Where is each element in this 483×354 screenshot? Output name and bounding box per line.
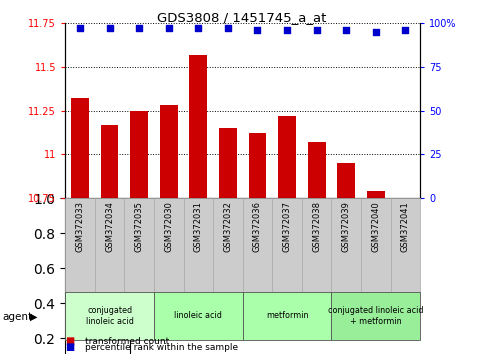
Point [76,25,84,31]
Bar [184,198,213,292]
Text: GSM372030: GSM372030 [164,201,173,252]
Text: GSM372035: GSM372035 [135,201,143,252]
Bar [249,133,267,198]
Bar [154,198,184,292]
Point [165,25,172,31]
Text: GSM372034: GSM372034 [105,201,114,252]
Bar [361,198,391,292]
Point [401,27,409,33]
Bar [367,191,384,198]
Text: ▶: ▶ [30,312,38,322]
Point [224,25,232,31]
Text: ■: ■ [65,342,74,352]
Bar [65,198,95,292]
Bar [160,105,178,198]
Text: agent: agent [2,312,32,322]
Bar [154,292,243,340]
Bar [331,292,420,340]
Bar [308,142,326,198]
Bar [65,292,154,340]
Text: GSM372037: GSM372037 [283,201,292,252]
Text: percentile rank within the sample: percentile rank within the sample [85,343,238,352]
Point [342,27,350,33]
Bar [189,55,207,198]
Bar [278,116,296,198]
Point [313,27,321,33]
Bar [213,198,242,292]
Text: GSM372032: GSM372032 [224,201,232,252]
Bar [391,198,420,292]
Bar [337,163,355,198]
Point [372,29,380,35]
Bar [331,198,361,292]
Bar [302,198,331,292]
Bar [101,125,118,198]
Bar [242,198,272,292]
Text: GSM372039: GSM372039 [342,201,351,252]
Bar [219,128,237,198]
Text: GSM372041: GSM372041 [401,201,410,252]
Text: GSM372038: GSM372038 [312,201,321,252]
Text: conjugated
linoleic acid: conjugated linoleic acid [85,306,133,326]
Text: linoleic acid: linoleic acid [174,312,222,320]
Text: GSM372036: GSM372036 [253,201,262,252]
Point [195,25,202,31]
Text: metformin: metformin [266,312,308,320]
Point [254,27,261,33]
Point [106,25,114,31]
Text: ■: ■ [65,336,74,346]
Text: conjugated linoleic acid
+ metformin: conjugated linoleic acid + metformin [328,306,424,326]
Bar [242,292,331,340]
Point [283,27,291,33]
Bar [272,198,302,292]
Point [135,25,143,31]
Text: GSM372031: GSM372031 [194,201,203,252]
Bar [130,110,148,198]
Bar [95,198,125,292]
Bar [71,98,89,198]
Bar [125,198,154,292]
Text: GSM372033: GSM372033 [75,201,85,252]
Text: GDS3808 / 1451745_a_at: GDS3808 / 1451745_a_at [157,11,326,24]
Text: transformed count: transformed count [85,337,169,346]
Text: GSM372040: GSM372040 [371,201,380,252]
